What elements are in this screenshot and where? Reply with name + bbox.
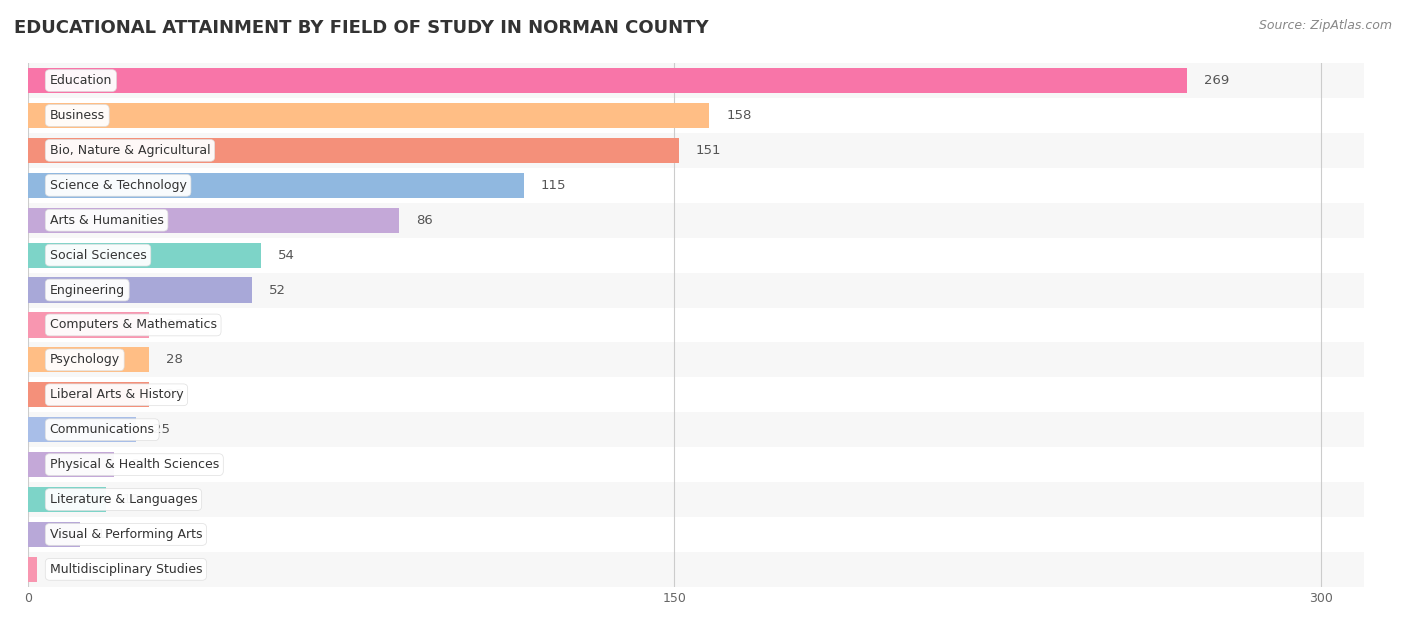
Bar xyxy=(28,412,1364,447)
Bar xyxy=(28,343,1364,377)
Bar xyxy=(28,377,1364,412)
Text: EDUCATIONAL ATTAINMENT BY FIELD OF STUDY IN NORMAN COUNTY: EDUCATIONAL ATTAINMENT BY FIELD OF STUDY… xyxy=(14,19,709,37)
Bar xyxy=(28,278,252,303)
Text: Arts & Humanities: Arts & Humanities xyxy=(49,214,163,227)
Text: 115: 115 xyxy=(541,179,567,192)
Text: 25: 25 xyxy=(153,423,170,436)
Bar xyxy=(28,68,1187,93)
Text: 12: 12 xyxy=(97,528,114,541)
Bar xyxy=(28,138,679,163)
Text: Computers & Mathematics: Computers & Mathematics xyxy=(49,319,217,331)
Bar xyxy=(28,347,149,372)
Text: Source: ZipAtlas.com: Source: ZipAtlas.com xyxy=(1258,19,1392,32)
Text: 52: 52 xyxy=(270,283,287,297)
Text: Psychology: Psychology xyxy=(49,353,120,367)
Bar xyxy=(28,168,1364,203)
Bar xyxy=(28,98,1364,133)
Bar xyxy=(28,103,709,128)
Bar xyxy=(28,173,523,198)
Text: Multidisciplinary Studies: Multidisciplinary Studies xyxy=(49,563,202,576)
Bar xyxy=(28,382,149,408)
Bar xyxy=(28,63,1364,98)
Bar xyxy=(28,452,114,477)
Text: 269: 269 xyxy=(1205,74,1230,87)
Bar xyxy=(28,242,260,268)
Text: 28: 28 xyxy=(166,353,183,367)
Text: Bio, Nature & Agricultural: Bio, Nature & Agricultural xyxy=(49,144,211,157)
Text: Literature & Languages: Literature & Languages xyxy=(49,493,197,506)
Bar xyxy=(28,482,1364,517)
Bar xyxy=(28,417,136,442)
Text: 20: 20 xyxy=(132,458,149,471)
Text: 54: 54 xyxy=(278,249,295,262)
Bar xyxy=(28,487,105,512)
Text: Communications: Communications xyxy=(49,423,155,436)
Bar xyxy=(28,312,149,338)
Text: Liberal Arts & History: Liberal Arts & History xyxy=(49,388,183,401)
Text: Education: Education xyxy=(49,74,112,87)
Bar xyxy=(28,552,1364,587)
Text: 18: 18 xyxy=(122,493,139,506)
Text: 151: 151 xyxy=(696,144,721,157)
Bar xyxy=(28,522,80,547)
Bar xyxy=(28,133,1364,168)
Bar xyxy=(28,238,1364,273)
Bar xyxy=(28,307,1364,343)
Bar xyxy=(28,517,1364,552)
Text: Business: Business xyxy=(49,109,105,122)
Bar xyxy=(28,447,1364,482)
Text: 28: 28 xyxy=(166,388,183,401)
Text: 158: 158 xyxy=(725,109,751,122)
Bar xyxy=(28,273,1364,307)
Text: Engineering: Engineering xyxy=(49,283,125,297)
Text: Social Sciences: Social Sciences xyxy=(49,249,146,262)
Text: Science & Technology: Science & Technology xyxy=(49,179,187,192)
Text: 2: 2 xyxy=(53,563,62,576)
Bar xyxy=(28,208,399,233)
Text: Visual & Performing Arts: Visual & Performing Arts xyxy=(49,528,202,541)
Bar xyxy=(28,203,1364,238)
Bar xyxy=(28,557,37,582)
Text: 86: 86 xyxy=(416,214,433,227)
Text: Physical & Health Sciences: Physical & Health Sciences xyxy=(49,458,219,471)
Text: 28: 28 xyxy=(166,319,183,331)
